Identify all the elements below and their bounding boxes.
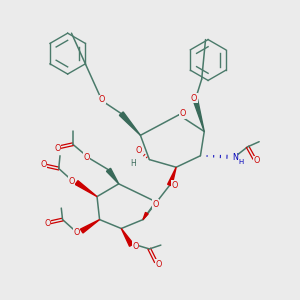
Polygon shape [121, 229, 134, 246]
Text: O: O [54, 144, 61, 153]
Polygon shape [143, 212, 148, 220]
Text: O: O [40, 160, 46, 169]
Text: H: H [239, 159, 244, 165]
Text: O: O [136, 146, 142, 155]
Polygon shape [75, 181, 97, 196]
Text: O: O [155, 260, 161, 269]
Text: O: O [68, 177, 75, 186]
Polygon shape [193, 99, 204, 131]
Text: O: O [99, 95, 105, 104]
Text: O: O [132, 242, 139, 251]
Text: O: O [191, 94, 197, 103]
Text: O: O [172, 181, 178, 190]
Polygon shape [168, 167, 176, 186]
Text: O: O [179, 109, 186, 118]
Text: O: O [44, 219, 50, 228]
Polygon shape [119, 112, 140, 135]
Polygon shape [106, 168, 119, 184]
Text: N: N [232, 152, 238, 161]
Text: H: H [130, 159, 136, 168]
Text: O: O [84, 152, 90, 161]
Text: O: O [153, 200, 159, 209]
Polygon shape [80, 220, 100, 233]
Text: O: O [254, 156, 260, 165]
Text: O: O [74, 228, 80, 237]
